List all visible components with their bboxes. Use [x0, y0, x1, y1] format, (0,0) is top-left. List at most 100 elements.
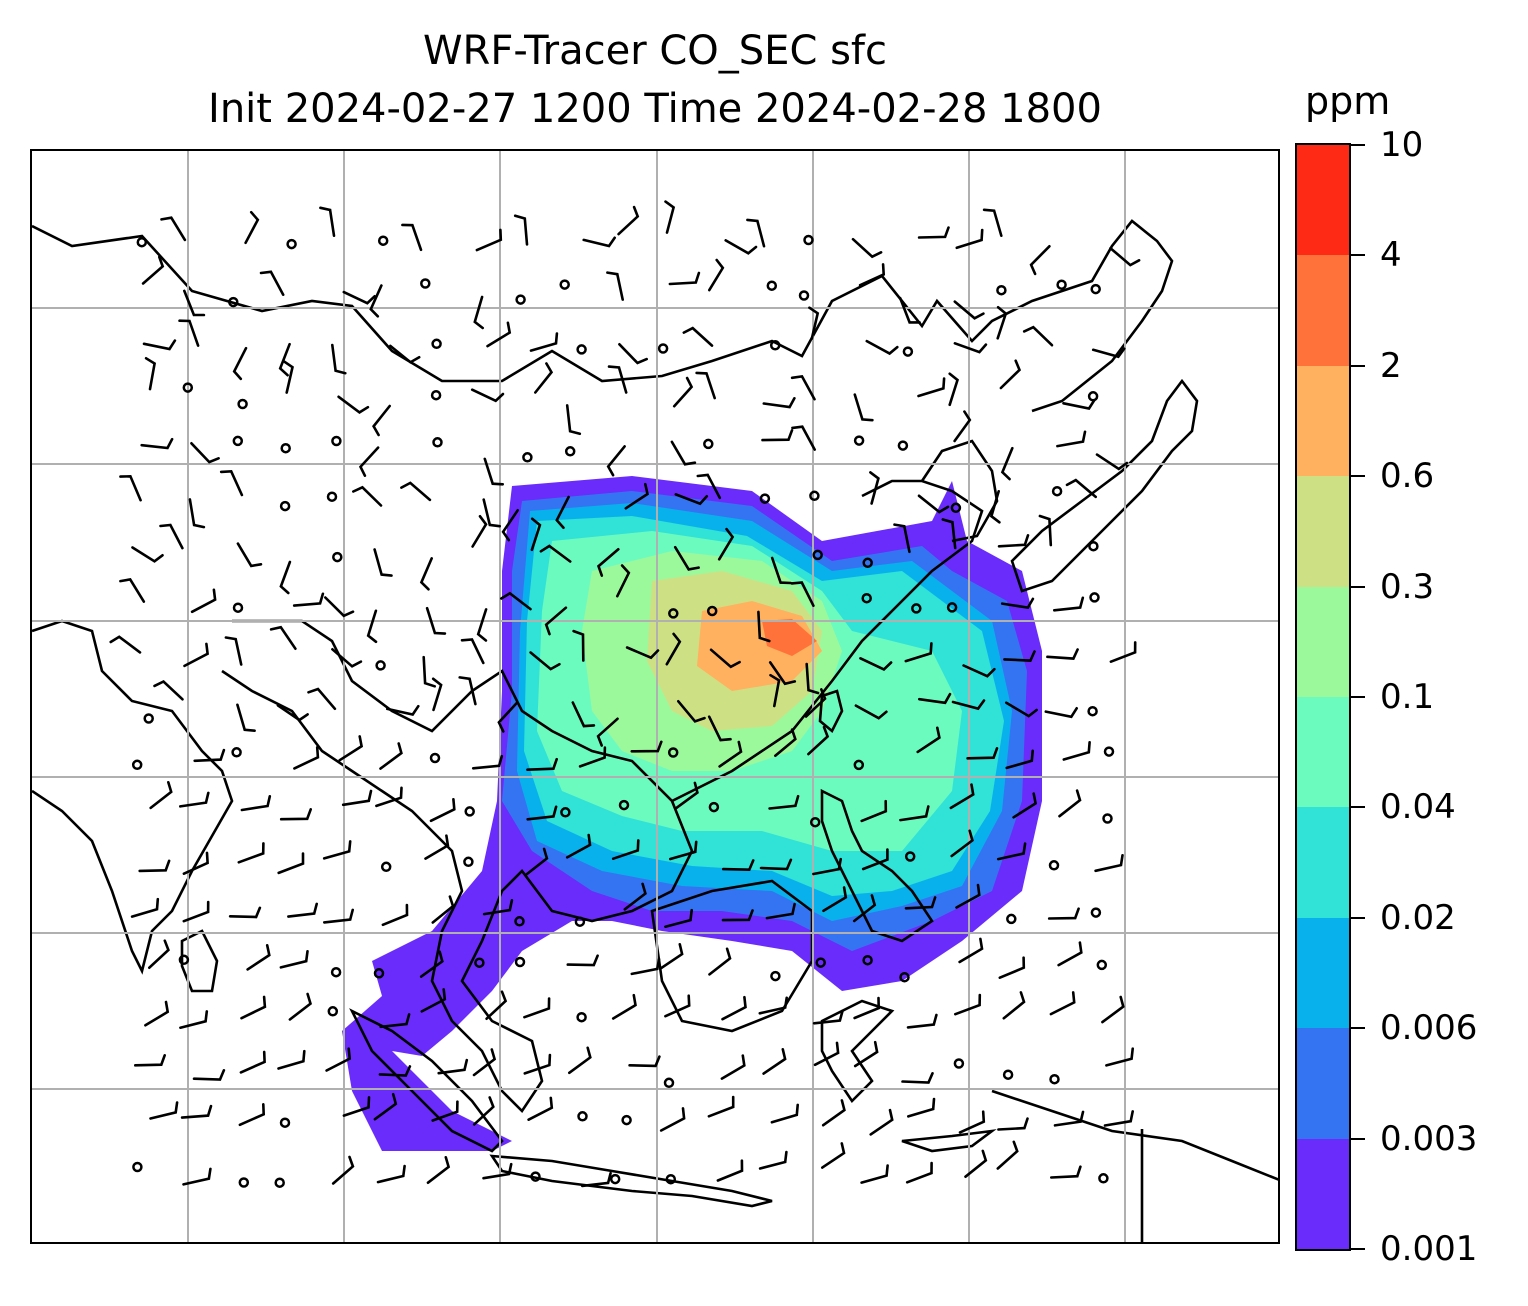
coast-se-asia: [221, 619, 694, 1114]
colorbar: [1295, 143, 1351, 1251]
calm-wind-circle: [1048, 860, 1060, 871]
wind-barb: [565, 404, 582, 436]
wind-barb: [240, 995, 267, 1020]
wind-barb: [998, 956, 1026, 979]
wind-barb: [918, 692, 952, 705]
calm-wind-circle: [515, 294, 526, 305]
calm-wind-circle: [657, 343, 669, 354]
calm-wind-circle: [514, 956, 526, 968]
coast-korea: [920, 439, 999, 543]
wind-barb: [695, 371, 716, 400]
colorbar-segment-3: [1297, 807, 1349, 918]
wind-barb: [389, 344, 421, 364]
wind-barb: [853, 393, 874, 422]
wind-barb: [664, 200, 676, 234]
wind-barb: [958, 937, 984, 964]
wind-barb: [611, 993, 637, 1020]
wind-barb: [419, 950, 444, 978]
wind-barb: [149, 1101, 179, 1120]
calm-wind-circle: [1098, 1173, 1109, 1184]
wind-barb: [483, 457, 504, 486]
wind-barb: [1103, 1110, 1134, 1127]
wind-barb: [854, 704, 888, 720]
wind-barb: [708, 258, 725, 292]
colorbar-segment-1: [1297, 1028, 1349, 1139]
colorbar-unit-label: ppm: [1305, 79, 1391, 123]
calm-wind-circle: [377, 235, 389, 246]
calm-wind-circle: [803, 234, 814, 246]
wind-barb: [259, 270, 285, 296]
calm-wind-circle: [564, 446, 576, 457]
wind-barb: [999, 359, 1022, 390]
wind-barb: [861, 848, 889, 871]
wind-barb: [955, 883, 981, 909]
wind-barb: [331, 648, 363, 668]
wind-barb: [770, 1103, 799, 1124]
calm-wind-circle: [853, 435, 865, 446]
wind-barb: [1056, 430, 1087, 448]
calm-wind-circle: [769, 340, 781, 351]
wind-barb: [219, 469, 244, 497]
wind-barb: [858, 263, 886, 287]
calm-wind-circle: [904, 851, 916, 862]
wind-barb: [148, 939, 170, 969]
wind-barb: [623, 882, 647, 911]
calm-wind-circle: [464, 806, 475, 817]
colorbar-segment-8: [1297, 255, 1349, 366]
wind-barb: [628, 1055, 661, 1068]
calm-wind-circle: [946, 602, 958, 613]
wind-barb: [401, 223, 423, 252]
colorbar-segment-2: [1297, 917, 1349, 1029]
wind-barb: [144, 1000, 170, 1027]
colorbar-segment-7: [1297, 365, 1349, 477]
conc-2: [762, 619, 817, 656]
wind-barb: [804, 688, 827, 718]
calm-wind-circle: [560, 807, 571, 818]
wind-barb: [949, 783, 975, 810]
wind-barb: [539, 544, 572, 563]
wind-barb: [237, 842, 265, 864]
wind-barb: [246, 944, 271, 971]
calm-wind-circle: [280, 442, 291, 454]
wind-barb: [1062, 398, 1096, 410]
wind-barb: [1012, 792, 1038, 819]
calm-wind-circle: [1056, 279, 1067, 290]
wind-barb: [131, 546, 164, 563]
wind-barb: [190, 442, 220, 464]
wind-barb: [236, 542, 263, 568]
colorbar-tick-label: 4: [1380, 235, 1402, 276]
wind-barb: [768, 661, 797, 686]
wind-barb: [534, 362, 554, 394]
wind-barb: [324, 596, 355, 618]
wind-barb: [566, 954, 599, 967]
wind-barb: [1057, 941, 1083, 967]
wind-barb: [898, 296, 921, 324]
wind-barb: [916, 726, 941, 754]
wind-barb: [523, 997, 551, 1019]
wind-barb: [1062, 741, 1091, 761]
wind-barb: [530, 517, 542, 552]
calm-wind-circle: [703, 438, 714, 450]
wind-barb: [808, 306, 820, 340]
wind-barb: [707, 715, 732, 742]
colorbar-tick-label: 0.003: [1380, 1118, 1478, 1159]
wind-barb: [544, 606, 568, 636]
calm-wind-circle: [463, 856, 474, 868]
wind-barb: [904, 642, 933, 663]
wind-barb: [1105, 1047, 1134, 1067]
wind-barb: [244, 210, 260, 245]
calm-wind-circle: [1087, 391, 1099, 402]
wind-barb: [674, 493, 709, 506]
calm-wind-circle: [131, 759, 143, 771]
calm-wind-circle: [815, 957, 826, 968]
colorbar-tick: [1351, 144, 1365, 146]
wind-barb: [437, 1058, 469, 1075]
wind-barb: [996, 1140, 1019, 1170]
wind-barb: [805, 662, 820, 695]
wind-barb: [1094, 854, 1124, 873]
calm-wind-circle: [609, 1173, 621, 1185]
wind-barb: [966, 747, 999, 760]
wind-barb: [182, 900, 210, 923]
wind-barb: [276, 704, 309, 722]
wind-barb: [721, 995, 747, 1021]
